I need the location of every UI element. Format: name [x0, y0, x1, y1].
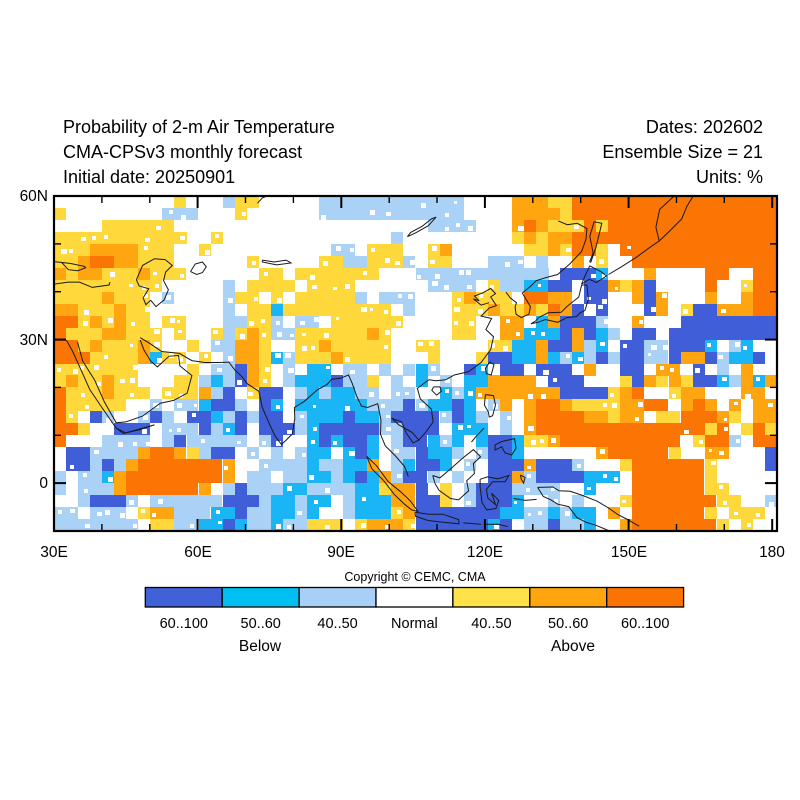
svg-text:Normal: Normal — [391, 616, 438, 632]
svg-text:Initial date: 20250901: Initial date: 20250901 — [63, 167, 235, 187]
svg-text:Above: Above — [551, 638, 595, 655]
svg-text:40..50: 40..50 — [317, 616, 357, 632]
svg-text:30E: 30E — [40, 544, 68, 561]
svg-text:60E: 60E — [184, 544, 212, 561]
svg-text:90E: 90E — [327, 544, 355, 561]
svg-text:50..60: 50..60 — [548, 616, 588, 632]
svg-text:Units: %: Units: % — [696, 167, 763, 187]
svg-text:CMA-CPSv3 monthly forecast: CMA-CPSv3 monthly forecast — [63, 142, 302, 162]
svg-text:Below: Below — [239, 638, 282, 655]
svg-text:40..50: 40..50 — [471, 616, 511, 632]
svg-text:180: 180 — [759, 544, 785, 561]
svg-text:150E: 150E — [611, 544, 647, 561]
svg-text:60..100: 60..100 — [621, 616, 669, 632]
svg-text:120E: 120E — [467, 544, 503, 561]
svg-text:Copyright © CEMC, CMA: Copyright © CEMC, CMA — [344, 570, 486, 584]
svg-text:Ensemble Size = 21: Ensemble Size = 21 — [602, 142, 763, 162]
svg-text:Dates: 202602: Dates: 202602 — [646, 117, 763, 137]
svg-text:30N: 30N — [20, 332, 48, 349]
svg-text:Probability of 2-m Air Tempera: Probability of 2-m Air Temperature — [63, 117, 335, 137]
svg-text:60N: 60N — [20, 188, 48, 205]
svg-text:60..100: 60..100 — [160, 616, 208, 632]
svg-text:0: 0 — [39, 475, 48, 492]
svg-text:50..60: 50..60 — [241, 616, 281, 632]
